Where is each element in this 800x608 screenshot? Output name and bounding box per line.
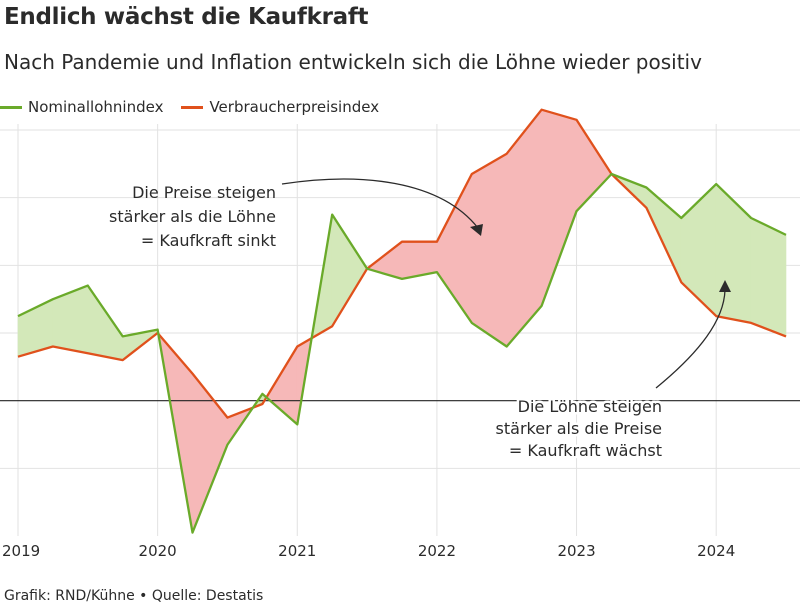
x-tick-label: 2021 xyxy=(278,542,316,560)
x-tick-label: 2024 xyxy=(697,542,735,560)
annotation-lower-line: stärker als die Preise xyxy=(496,419,662,438)
x-tick-label: 2019 xyxy=(2,542,40,560)
legend: Nominallohnindex Verbraucherpreisindex xyxy=(0,98,397,116)
area-wage-above-price xyxy=(680,183,717,317)
annotation-upper-line: stärker als die Löhne xyxy=(109,207,276,226)
area-price-above-wage xyxy=(266,345,298,426)
annotation-lower-halo: stärker als die Preise xyxy=(496,419,662,438)
area-wage-above-price xyxy=(87,284,124,361)
annotation-upper-line: Die Preise steigen xyxy=(132,183,276,202)
legend-item-wage: Nominallohnindex xyxy=(0,98,163,116)
legend-swatch-price xyxy=(181,105,204,109)
annotation-lower-halo: = Kaufkraft wächst xyxy=(509,441,662,460)
annotation-lower-line: Die Löhne steigen xyxy=(518,397,662,416)
annotation-lower-arrowhead xyxy=(719,280,731,292)
annotation-upper-arrowhead xyxy=(470,224,483,236)
series-line-nominallohnindex xyxy=(17,172,787,534)
area-wage-above-price xyxy=(52,285,89,354)
area-price-above-wage xyxy=(471,153,508,348)
legend-item-price: Verbraucherpreisindex xyxy=(181,98,379,116)
legend-swatch-wage xyxy=(0,105,22,109)
area-price-above-wage xyxy=(192,372,228,533)
area-wage-above-price xyxy=(750,217,787,337)
area-price-above-wage xyxy=(436,173,473,324)
chart-subtitle: Nach Pandemie und Inflation entwickeln s… xyxy=(4,50,702,74)
x-tick-label: 2022 xyxy=(418,542,456,560)
annotation-lower-line: = Kaufkraft wächst xyxy=(509,441,662,460)
x-tick-label: 2020 xyxy=(139,542,177,560)
area-price-above-wage xyxy=(541,109,577,307)
annotation-upper-line: = Kaufkraft sinkt xyxy=(141,231,276,250)
area-wage-above-price xyxy=(715,183,752,324)
annotation-lower-arrow xyxy=(655,289,726,389)
legend-label-wage: Nominallohnindex xyxy=(28,98,164,116)
annotation-upper-arrow xyxy=(281,178,479,229)
legend-label-price: Verbraucherpreisindex xyxy=(209,98,380,116)
annotation-lower-halo: Die Löhne steigen xyxy=(518,397,662,416)
chart-title: Endlich wächst die Kaufkraft xyxy=(4,4,369,30)
x-tick-label: 2023 xyxy=(557,542,595,560)
area-wage-above-price xyxy=(331,213,368,328)
series-line-verbraucherpreisindex xyxy=(17,108,787,419)
source-note: Grafik: RND/Kühne • Quelle: Destatis xyxy=(4,588,264,604)
